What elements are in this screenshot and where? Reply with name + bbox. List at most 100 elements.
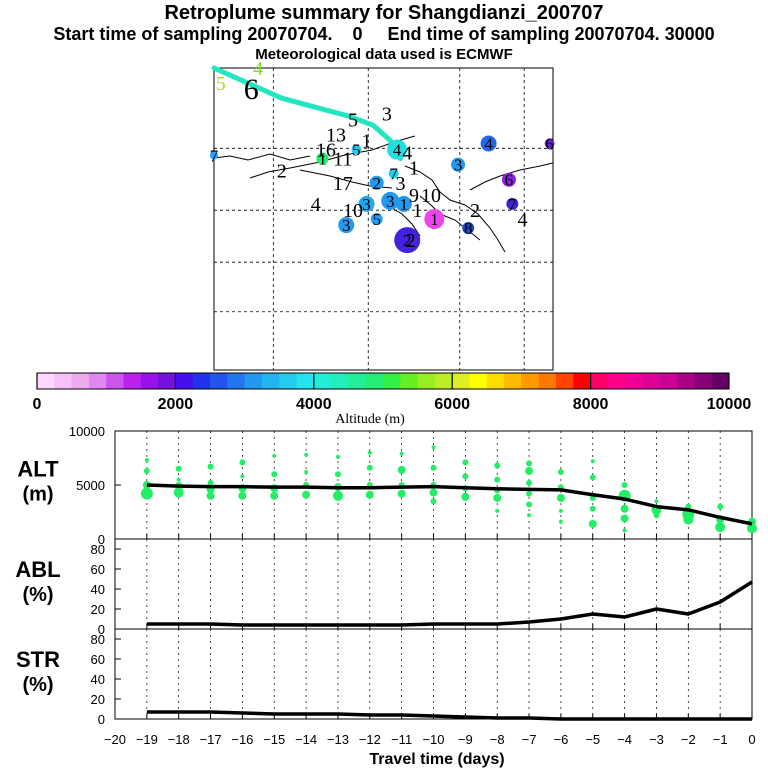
- y-axis-unit: (%): [22, 584, 53, 606]
- map-sample-circle: [338, 217, 355, 234]
- map-circle-label: 7: [389, 165, 398, 184]
- y-tick-label: 40: [91, 672, 105, 687]
- colorbar-cell: [607, 373, 626, 389]
- alt-point: [239, 459, 246, 466]
- alt-point: [495, 508, 500, 513]
- map-circle-label: 3: [386, 192, 395, 211]
- colorbar-cell: [521, 373, 540, 389]
- colorbar-cell: [279, 373, 297, 389]
- map-sample-circle: [388, 168, 399, 179]
- x-tick-label: −11: [391, 732, 412, 747]
- alt-point: [653, 512, 660, 519]
- alt-point: [429, 488, 438, 497]
- alt-point: [588, 519, 597, 528]
- alt-point: [302, 490, 311, 499]
- y-tick-label: 60: [91, 652, 105, 667]
- x-tick-label: −1: [713, 732, 728, 747]
- map-circle-label: 1: [400, 195, 409, 214]
- alt-point: [335, 454, 340, 459]
- colorbar-tick-label: 0: [33, 396, 42, 413]
- colorbar-tick-label: 10000: [707, 396, 752, 413]
- colorbar-cell: [88, 373, 107, 389]
- map-sample-circle: [369, 175, 384, 190]
- map-circle-label: 3: [454, 156, 463, 175]
- alt-point: [558, 519, 563, 524]
- colorbar-cell: [625, 373, 643, 389]
- y-tick-label: 0: [98, 622, 105, 637]
- meteo-source: Meteorological data used is ECMWF: [255, 46, 513, 63]
- series-line-alt: [146, 483, 753, 526]
- colorbar-cell: [452, 373, 470, 389]
- map-circle-label: 8: [464, 219, 473, 238]
- alt-point: [366, 464, 373, 471]
- colorbar-cell: [400, 373, 419, 389]
- x-tick-label: −2: [681, 732, 696, 747]
- x-tick-label: −9: [458, 732, 473, 747]
- alt-point: [304, 470, 309, 475]
- y-tick-label: 5000: [76, 478, 105, 493]
- alt-point: [430, 464, 437, 471]
- colorbar-cell: [642, 373, 661, 389]
- alt-point: [240, 474, 245, 479]
- y-tick-label: 60: [91, 562, 105, 577]
- map-day-label: 17: [333, 173, 353, 195]
- alt-point: [526, 501, 533, 508]
- x-tick-label: −19: [136, 732, 158, 747]
- alt-point: [207, 463, 214, 470]
- map-circle-label: 2: [403, 231, 412, 250]
- alt-point: [272, 453, 277, 458]
- alt-point: [461, 492, 470, 501]
- alt-point: [622, 528, 627, 533]
- time-series-panels: 0500010000ALT(m)020406080ABL(%)020406080…: [15, 424, 757, 727]
- colorbar-cell: [261, 373, 280, 389]
- alt-point: [175, 465, 182, 472]
- x-axis-label: Travel time (days): [369, 751, 504, 768]
- x-tick-label: −4: [617, 732, 632, 747]
- alt-point: [620, 514, 629, 523]
- alt-point: [717, 503, 724, 510]
- colorbar-cell: [694, 373, 713, 389]
- x-tick-label: −12: [359, 732, 381, 747]
- alt-point: [462, 473, 469, 480]
- colorbar-cell: [331, 373, 349, 389]
- panel-alt: 0 5000 10000 ALT(m): [17, 424, 757, 547]
- x-tick-label: −3: [649, 732, 664, 747]
- alt-point: [238, 491, 247, 500]
- alt-point: [143, 467, 150, 474]
- colorbar-cell: [434, 373, 453, 389]
- map-circle-label: 6: [505, 171, 514, 190]
- y-axis-unit: (m): [22, 483, 53, 505]
- map-circle-label: 4: [484, 135, 493, 154]
- colorbar-cell: [590, 373, 609, 389]
- map-circle-label: 7: [508, 195, 517, 214]
- y-tick-label: 40: [91, 582, 105, 597]
- alt-point: [399, 451, 404, 456]
- colorbar-cell: [192, 373, 211, 389]
- alt-point: [526, 460, 533, 467]
- colorbar-cell: [383, 373, 401, 389]
- map-circle-label: 6: [545, 135, 554, 154]
- y-axis-label: ALT: [17, 456, 59, 481]
- colorbar-title: Altitude (m): [335, 412, 405, 427]
- map-circle-label: 5: [372, 210, 381, 229]
- y-axis-label: ABL: [15, 557, 60, 582]
- alt-point: [589, 474, 596, 481]
- colorbar-cell: [469, 373, 488, 389]
- alt-point: [620, 504, 629, 513]
- alt-point: [556, 493, 565, 502]
- map-circle-label: 1: [318, 150, 327, 169]
- alt-point: [206, 491, 215, 500]
- map-sample-circles: 7 1 5 4 4 62 7 363 3 1 75 13 82: [210, 135, 555, 254]
- alt-point: [654, 499, 659, 504]
- x-tick-label: −20: [104, 732, 126, 747]
- colorbar-cell: [123, 373, 142, 389]
- colorbar-cell: [71, 373, 90, 389]
- colorbar-cell: [106, 373, 124, 389]
- map-sample-circle: [462, 222, 475, 235]
- alt-point: [621, 482, 628, 488]
- map-day-label: 5: [348, 109, 358, 131]
- colorbar-cell: [158, 373, 176, 389]
- map-sample-circle: [501, 172, 516, 187]
- map-sample-circle: [381, 191, 400, 210]
